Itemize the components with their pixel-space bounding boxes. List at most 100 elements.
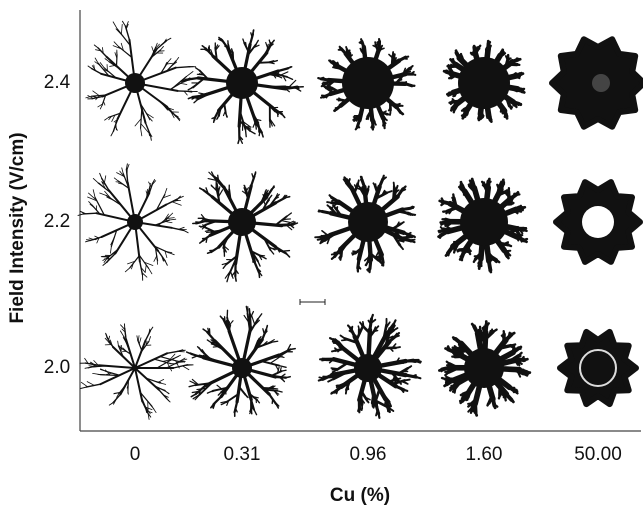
- dendrite-arm: [514, 210, 519, 215]
- dendrite-arm: [272, 389, 280, 395]
- dendrite-arm: [244, 128, 247, 138]
- dendrite-arm: [145, 112, 154, 119]
- dendrite-arm: [88, 201, 93, 206]
- dendrite-arm: [217, 189, 224, 198]
- dendrite-arm: [202, 328, 208, 333]
- dendrite-arm: [392, 181, 396, 189]
- dendrite-arm: [85, 95, 92, 99]
- dendrite-arm: [273, 74, 277, 79]
- dendrite-arm: [452, 384, 457, 390]
- dendrite-arm: [200, 214, 206, 220]
- dendrite-arm: [491, 328, 498, 334]
- dendrite-arm: [400, 188, 407, 192]
- dendrite-arm: [256, 399, 261, 404]
- dendrite-arm: [125, 23, 129, 30]
- dendrite-arm: [513, 389, 519, 394]
- dendrite-arm: [151, 180, 157, 186]
- dendrite-arm: [373, 121, 377, 126]
- dendrite-arm: [192, 394, 201, 400]
- dendrite-arm: [183, 90, 188, 96]
- dendrite-arm: [451, 336, 458, 341]
- dendrite-arm: [451, 346, 458, 350]
- dendrite-arm: [402, 388, 409, 392]
- dendrite-arm: [256, 267, 262, 273]
- dendrite-arm: [487, 180, 492, 185]
- dendrite-arm: [376, 407, 380, 414]
- dendrite-arm: [216, 115, 220, 120]
- dendrite-arm: [284, 85, 300, 91]
- scale-bar: [299, 299, 326, 305]
- dendrite-arm: [516, 209, 523, 213]
- dendrite-arm: [149, 183, 151, 189]
- dendrite-arm: [448, 100, 454, 104]
- dendrite-arm: [284, 195, 291, 199]
- dendrite-arm: [351, 252, 357, 256]
- dendrite-arm: [438, 199, 445, 204]
- dendrite-arm: [272, 387, 279, 390]
- dendrite-arm: [104, 116, 110, 121]
- dendrite-arm: [106, 196, 115, 201]
- dendrite-arm: [444, 371, 450, 377]
- dendrite-arm: [149, 326, 154, 332]
- dendrite-arm: [504, 251, 509, 256]
- dendrite-arm: [117, 340, 119, 347]
- dendrite-arm: [110, 130, 114, 137]
- speckle: [592, 74, 610, 92]
- x-tick-label: 1.60: [466, 444, 503, 465]
- dendrite-arm: [205, 330, 217, 343]
- dendrite-arm: [105, 332, 108, 339]
- dendrite-arm: [285, 252, 291, 258]
- dendrite-arm: [222, 263, 228, 269]
- dendrite-arm: [154, 385, 166, 392]
- dendrite-arm: [393, 189, 398, 197]
- core: [127, 214, 143, 230]
- dendrite-arm: [451, 196, 456, 203]
- dendrite-arm: [508, 104, 513, 110]
- dendrite-arm: [255, 118, 262, 122]
- dendrite-arm: [280, 219, 291, 223]
- dendrite-arm: [104, 190, 112, 199]
- dendrite-arm: [395, 331, 401, 337]
- dendrite-arm: [119, 330, 125, 337]
- dendrite-arm: [218, 36, 223, 41]
- dendrite-arm: [220, 401, 228, 406]
- dendrite-arm: [255, 338, 261, 346]
- dendrite-arm: [238, 135, 244, 141]
- dendrite-arm: [225, 112, 228, 118]
- dendrite-arm: [459, 180, 464, 187]
- y-axis-title: Field Intensity (V/cm): [7, 132, 28, 323]
- dendrite-arm: [395, 184, 399, 192]
- dendrite-arm: [461, 115, 466, 120]
- dendrite-arm: [360, 397, 366, 404]
- dendrite-arm: [102, 261, 108, 266]
- dendrite-arm: [440, 376, 448, 381]
- dendrite-arm: [376, 41, 381, 46]
- dendrite-arm: [462, 392, 467, 397]
- dendrite-arm: [331, 368, 338, 374]
- dendrite-arm: [164, 221, 173, 224]
- dendrite-arm: [148, 131, 153, 138]
- dendrite-arm: [266, 339, 275, 345]
- dendrite-arm: [374, 191, 389, 200]
- dendrite-arm: [99, 172, 103, 179]
- dendrite-arm: [411, 73, 417, 76]
- dendrite-arm: [219, 315, 225, 321]
- dendrite-arm: [198, 73, 205, 76]
- dendrite-arm: [445, 375, 453, 381]
- dendrite-arm: [454, 49, 458, 55]
- dendrite-arm: [134, 339, 147, 367]
- dendrite-arm: [354, 125, 359, 131]
- dendrite-arm: [252, 254, 255, 263]
- dendrite-arm: [258, 271, 261, 279]
- dendrite-arm: [153, 255, 158, 262]
- dendrite-arm: [168, 252, 175, 256]
- dendrite-arm: [517, 351, 523, 357]
- dendrite-arm: [112, 118, 119, 132]
- dendrite-arm: [201, 223, 208, 230]
- core: [458, 57, 510, 109]
- dendrite-arm: [331, 207, 335, 212]
- dendrite-arm: [388, 105, 392, 111]
- morphology-image: [442, 39, 526, 123]
- dendrite-arm: [286, 212, 293, 218]
- dendrite-arm: [265, 324, 269, 331]
